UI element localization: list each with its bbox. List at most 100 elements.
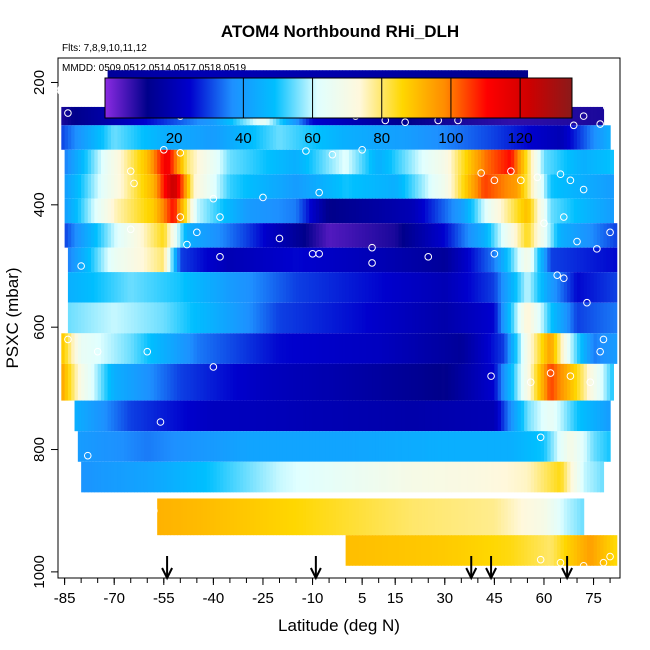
heatmap-cell bbox=[170, 125, 175, 150]
heatmap-cell bbox=[246, 363, 251, 401]
heatmap-cell bbox=[120, 461, 125, 493]
obs-point bbox=[83, 451, 92, 460]
heatmap-cell bbox=[322, 431, 327, 462]
heatmap-cell bbox=[74, 247, 79, 273]
heatmap-cell bbox=[292, 223, 297, 248]
heatmap-cell bbox=[236, 431, 241, 462]
heatmap-cell bbox=[299, 400, 304, 432]
heatmap-cell bbox=[474, 302, 479, 334]
heatmap-cell bbox=[177, 431, 181, 462]
heatmap-cell bbox=[243, 400, 248, 432]
heatmap-cell bbox=[219, 198, 224, 224]
heatmap-cell bbox=[219, 174, 224, 199]
heatmap-cell bbox=[398, 363, 403, 401]
heatmap-cell bbox=[177, 223, 181, 248]
heatmap-cell bbox=[613, 247, 618, 273]
heatmap-cell bbox=[411, 247, 416, 273]
heatmap-cell bbox=[309, 149, 314, 175]
heatmap-cell bbox=[229, 302, 234, 334]
heatmap-cell bbox=[206, 223, 211, 248]
heatmap-cell bbox=[71, 272, 76, 303]
heatmap-cell bbox=[239, 498, 244, 536]
obs-point bbox=[216, 253, 224, 261]
heatmap-cell bbox=[319, 125, 324, 150]
heatmap-cell bbox=[276, 125, 281, 150]
heatmap-cell bbox=[484, 498, 489, 536]
heatmap-cell bbox=[100, 106, 105, 126]
heatmap-cell bbox=[534, 272, 538, 303]
heatmap-cell bbox=[246, 272, 251, 303]
heatmap-cell bbox=[137, 149, 142, 175]
heatmap-cell bbox=[339, 498, 343, 536]
heatmap-cell bbox=[368, 363, 373, 401]
heatmap-cell bbox=[140, 400, 145, 432]
y-tick-label: 400 bbox=[31, 192, 48, 217]
heatmap-cell bbox=[246, 198, 251, 224]
heatmap-cell bbox=[583, 247, 588, 273]
heatmap-cell bbox=[487, 223, 492, 248]
heatmap-cell bbox=[438, 247, 443, 273]
heatmap-cell bbox=[398, 461, 403, 493]
heatmap-cell bbox=[110, 363, 115, 401]
heatmap-cell bbox=[527, 247, 532, 273]
heatmap-cell bbox=[127, 272, 132, 303]
heatmap-cell bbox=[117, 400, 122, 432]
heatmap-cell bbox=[329, 363, 333, 401]
heatmap-cell bbox=[530, 149, 535, 175]
heatmap-cell bbox=[173, 302, 178, 334]
heatmap-cell bbox=[67, 333, 72, 364]
heatmap-cell bbox=[319, 400, 324, 432]
obs-point bbox=[57, 87, 66, 96]
heatmap-cell bbox=[236, 363, 241, 401]
heatmap-cell bbox=[590, 535, 595, 566]
heatmap-cell bbox=[233, 333, 238, 364]
heatmap-cell bbox=[487, 333, 492, 364]
heatmap-cell bbox=[451, 431, 456, 462]
heatmap-cell bbox=[388, 363, 393, 401]
heatmap-cell bbox=[325, 223, 330, 248]
heatmap-cell bbox=[243, 247, 248, 273]
heatmap-cell bbox=[236, 400, 241, 432]
heatmap-cell bbox=[345, 535, 350, 566]
heatmap-cell bbox=[143, 363, 148, 401]
heatmap-cell bbox=[104, 333, 109, 364]
heatmap-cell bbox=[408, 431, 413, 462]
heatmap-cell bbox=[458, 363, 462, 401]
heatmap-cell bbox=[411, 174, 416, 199]
heatmap-cell bbox=[401, 461, 406, 493]
heatmap-cell bbox=[177, 363, 181, 401]
heatmap-cell bbox=[368, 272, 373, 303]
heatmap-cell bbox=[223, 223, 228, 248]
heatmap-cell bbox=[81, 272, 86, 303]
heatmap-cell bbox=[269, 302, 274, 334]
obs-point bbox=[57, 84, 66, 93]
heatmap-cell bbox=[405, 198, 410, 224]
heatmap-cell bbox=[348, 431, 353, 462]
heatmap-cell bbox=[557, 198, 562, 224]
heatmap-cell bbox=[163, 223, 168, 248]
heatmap-cell bbox=[547, 400, 552, 432]
heatmap-cell bbox=[137, 431, 142, 462]
heatmap-cell bbox=[137, 302, 142, 334]
heatmap-cell bbox=[296, 174, 300, 199]
heatmap-cell bbox=[206, 461, 211, 493]
heatmap-cell bbox=[140, 431, 145, 462]
heatmap-cell bbox=[520, 125, 525, 150]
heatmap-cell bbox=[286, 272, 291, 303]
heatmap-cell bbox=[239, 272, 244, 303]
heatmap-cell bbox=[117, 363, 122, 401]
heatmap-cell bbox=[368, 461, 373, 493]
heatmap-cell bbox=[140, 198, 145, 224]
heatmap-cell bbox=[358, 198, 363, 224]
obs-point bbox=[596, 347, 604, 356]
heatmap-cell bbox=[590, 106, 595, 126]
obs-point bbox=[536, 433, 545, 442]
heatmap-cell bbox=[272, 174, 277, 199]
heatmap-cell bbox=[180, 302, 185, 334]
heatmap-cell bbox=[160, 498, 165, 536]
heatmap-cell bbox=[507, 223, 512, 248]
heatmap-cell bbox=[418, 149, 423, 175]
heatmap-cell bbox=[348, 174, 353, 199]
x-tick-label: -70 bbox=[103, 590, 125, 607]
heatmap-cell bbox=[454, 535, 459, 566]
